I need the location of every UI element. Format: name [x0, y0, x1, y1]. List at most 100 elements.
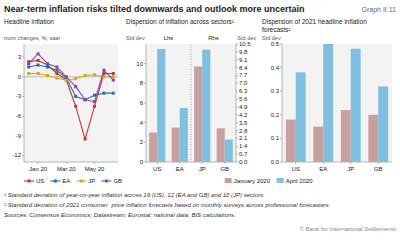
marker: [93, 105, 96, 108]
y-tick: [144, 142, 146, 143]
panel-title-line: forecasts²: [262, 26, 291, 33]
legend-swatch: [80, 180, 83, 183]
bar: [225, 140, 233, 162]
marker: [27, 62, 30, 65]
y2-tick: [236, 83, 238, 84]
marker: [74, 105, 77, 108]
marker: [74, 77, 77, 80]
marker: [93, 73, 96, 76]
bar: [157, 49, 165, 162]
legend-label: April 2020: [286, 178, 314, 184]
marker: [93, 94, 96, 97]
y-tick: [144, 83, 146, 84]
y2-tick: [236, 162, 238, 163]
x-tick: [66, 162, 67, 164]
y-tick-label: 0.0: [271, 159, 280, 165]
panel-title-line: Dispersion of inflation across sectors¹: [126, 18, 235, 26]
y-tick-label: 0.3: [271, 88, 280, 94]
y-label: mom changes, %; saar: [4, 35, 60, 41]
footnote: ¹ Standard deviation of year-on-year inf…: [4, 192, 265, 198]
bar: [149, 133, 157, 163]
legend-swatch: [277, 178, 284, 183]
legend: USEAJPGB: [24, 178, 122, 184]
marks: [149, 49, 233, 162]
marker: [102, 75, 105, 78]
panel: 0.00.10.20.30.40.5USEAJPGBDispersion of …: [262, 18, 392, 172]
marker: [84, 138, 87, 141]
marker: [37, 59, 40, 62]
y2-tick-label: 4.2: [239, 112, 248, 118]
y2-tick-label: 7.7: [239, 72, 248, 78]
y-tick: [144, 162, 146, 163]
y-tick-label: 0.2: [271, 112, 280, 118]
legend-swatch: [54, 180, 57, 183]
marker: [112, 92, 115, 95]
y2-tick: [236, 114, 238, 115]
footnote: price inflation forecasts based on month…: [110, 202, 330, 208]
y-axis-line: [24, 44, 25, 162]
y-tick-label: 4: [140, 120, 144, 126]
marker: [112, 72, 115, 75]
y2-tick: [236, 106, 238, 107]
y-tick-label: 2: [140, 139, 144, 145]
y-tick: [144, 63, 146, 64]
legend-swatch: [50, 180, 60, 181]
bar: [368, 115, 378, 162]
y-tick-label: 8: [140, 80, 144, 86]
marker: [55, 65, 58, 68]
y2-tick: [236, 91, 238, 92]
x-tick: [350, 162, 351, 164]
y2-tick-label: 9.8: [239, 49, 248, 55]
bar: [172, 128, 180, 162]
footnote: Sources: Consensus Economics; Datastream…: [4, 212, 236, 218]
bar: [180, 108, 188, 162]
y-tick: [280, 138, 282, 139]
legend-label: EA: [62, 178, 70, 184]
bar: [341, 110, 351, 162]
legend-label: JP: [88, 178, 95, 184]
graph-label: Graph II.11: [361, 6, 396, 14]
marks: [24, 52, 118, 140]
copyright: © Bank for International Settlements: [300, 226, 396, 232]
y2-tick-label: 2.1: [239, 135, 248, 141]
y-tick-label: -12: [12, 152, 21, 158]
legend-swatch: [24, 180, 34, 181]
marker: [46, 62, 49, 65]
title: Near-term inflation risks tilted downwar…: [4, 4, 305, 14]
y-tick-label: -6: [16, 113, 22, 119]
y2-tick: [236, 75, 238, 76]
y-tick-label: 6: [140, 100, 144, 106]
y2-label: Std dev: [237, 35, 256, 41]
bar: [202, 50, 210, 162]
x-tick-label: US: [292, 166, 300, 172]
x-tick: [378, 162, 379, 164]
x-tick: [94, 162, 95, 164]
line: [29, 54, 114, 102]
x-tick-label: JP: [199, 166, 206, 172]
y2-tick: [236, 122, 238, 123]
x-tick: [38, 162, 39, 164]
bar: [194, 66, 202, 162]
x-tick-label: May 20: [85, 166, 105, 172]
y-tick-label: 0: [140, 159, 144, 165]
y2-tick-label: 1.4: [239, 143, 248, 149]
y-label: Std dev: [262, 35, 281, 41]
panel: 30-3-6-9-12Jan 20Mar 20May 20Headline in…: [4, 18, 118, 172]
y-tick: [22, 155, 24, 156]
y-tick: [280, 91, 282, 92]
y-tick-label: 0: [18, 74, 22, 80]
panel-title-line: Headline inflation: [4, 18, 54, 25]
panel-title: Dispersion of 2021 headline inflationfor…: [262, 18, 367, 33]
y-axis-line: [282, 44, 283, 162]
y-tick: [280, 44, 282, 45]
y-tick: [22, 96, 24, 97]
bar: [296, 72, 306, 162]
x-tick: [179, 162, 180, 164]
line: [29, 60, 114, 139]
panel-title: Headline inflation: [4, 18, 54, 25]
legend-swatch: [101, 180, 111, 181]
marker: [65, 79, 68, 82]
x-tick-label: EA: [176, 166, 184, 172]
y-tick-label: 0.4: [271, 65, 280, 71]
y2-tick-label: 0.7: [239, 151, 248, 157]
